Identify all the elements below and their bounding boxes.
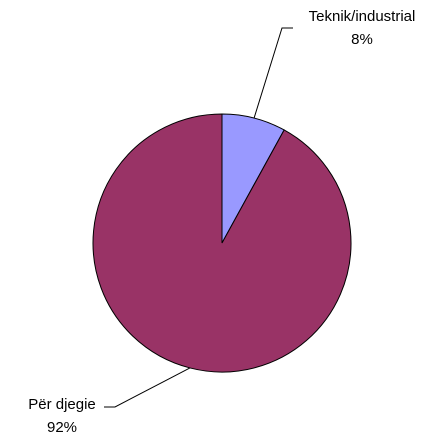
leader-line xyxy=(253,27,293,119)
slice-label: Teknik/industrial xyxy=(309,8,416,25)
leader-line xyxy=(104,367,191,408)
slice-label: Për djegie xyxy=(28,396,96,413)
slice-value-label: 8% xyxy=(351,31,373,48)
slice-value-label: 92% xyxy=(47,419,77,434)
pie-slice xyxy=(92,113,352,373)
